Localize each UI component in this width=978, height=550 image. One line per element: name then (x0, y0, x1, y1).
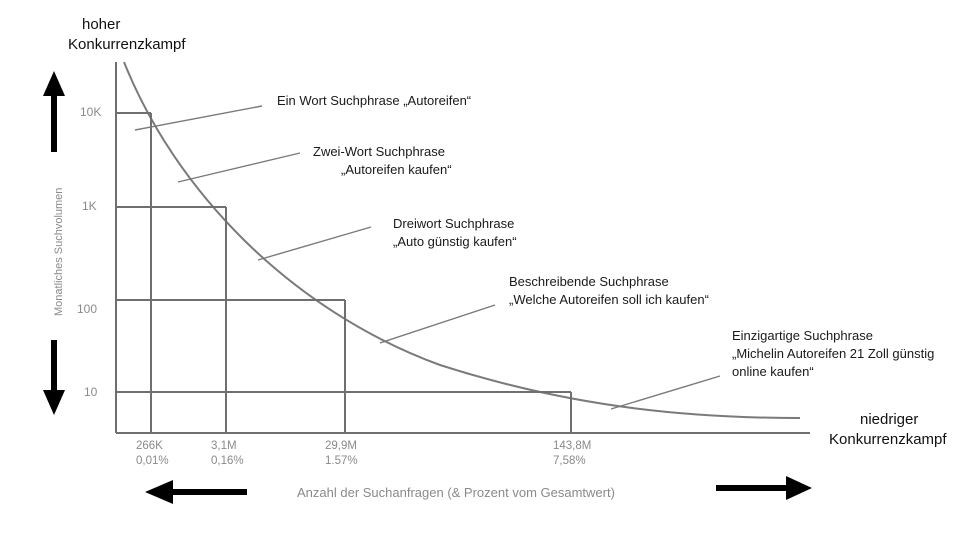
leader-line-5 (610, 375, 721, 410)
annotation-three-word-line2: „Auto günstig kaufen“ (393, 234, 517, 249)
arrow-down-icon (43, 340, 65, 415)
x-tick-3-1m-value: 3,1M (211, 440, 237, 452)
y-tick-100: 100 (77, 302, 98, 316)
arrow-up-icon (43, 71, 65, 152)
leader-line-1 (134, 105, 263, 131)
x-tick-266k-value: 266K (136, 440, 163, 452)
low-competition-line2: Konkurrenzkampf (829, 431, 947, 448)
high-competition-label-line2: Konkurrenzkampf (68, 35, 186, 55)
y-tick-10: 10 (84, 385, 98, 399)
x-tick-3-1m: 3,1M 0,16% (211, 439, 244, 469)
annotation-three-word: Dreiwort Suchphrase „Auto günstig kaufen… (393, 215, 517, 251)
x-tick-266k: 266K 0,01% (136, 439, 169, 469)
y-tick-1k: 1K (82, 199, 97, 213)
x-tick-3-1m-percent: 0,16% (211, 455, 244, 467)
x-axis-title: Anzahl der Suchanfragen (& Prozent vom G… (297, 485, 615, 500)
low-competition-label-line2: Konkurrenzkampf (829, 430, 947, 450)
leader-line-4 (379, 304, 496, 344)
long-tail-curve (123, 61, 801, 419)
x-tick-143-8m-value: 143,8M (553, 440, 592, 452)
high-competition-label: hoher (82, 15, 120, 35)
annotation-two-word-line2: „Autoreifen kaufen“ (341, 162, 452, 177)
annotation-unique-line2: „Michelin Autoreifen 21 Zoll günstig (732, 346, 935, 361)
low-competition-label: niedriger (860, 410, 918, 430)
annotation-descriptive-line2: „Welche Autoreifen soll ich kaufen“ (509, 292, 709, 307)
annotation-unique: Einzigartige Suchphrase „Michelin Autore… (732, 327, 934, 381)
arrow-left-icon (145, 480, 247, 504)
annotation-unique-line3: online kaufen“ (732, 364, 814, 379)
low-competition-line1: niedriger (860, 411, 919, 428)
x-tick-29-9m-value: 29,9M (325, 440, 357, 452)
arrow-right-icon (716, 476, 812, 500)
high-competition-line1: hoher (82, 16, 121, 33)
x-tick-143-8m: 143,8M 7,58% (553, 439, 591, 469)
x-tick-143-8m-percent: 7,58% (553, 455, 586, 467)
annotation-unique-line1: Einzigartige Suchphrase (732, 328, 873, 343)
leader-line-2 (177, 152, 301, 183)
annotation-one-word: Ein Wort Suchphrase „Autoreifen“ (277, 92, 471, 110)
y-axis-title: Monatliches Suchvolumen (53, 187, 65, 316)
high-competition-line2: Konkurrenzkampf (68, 36, 186, 53)
x-tick-266k-percent: 0,01% (136, 455, 169, 467)
annotation-two-word-line1: Zwei-Wort Suchphrase (313, 144, 445, 159)
annotation-descriptive: Beschreibende Suchphrase „Welche Autorei… (509, 273, 709, 309)
y-tick-10k: 10K (80, 105, 102, 119)
x-tick-29-9m: 29,9M 1.57% (325, 439, 358, 469)
annotation-one-word-line1: Ein Wort Suchphrase „Autoreifen“ (277, 93, 472, 108)
leader-line-3 (257, 226, 372, 261)
annotation-three-word-line1: Dreiwort Suchphrase (393, 216, 515, 231)
x-tick-29-9m-percent: 1.57% (325, 455, 358, 467)
annotation-descriptive-line1: Beschreibende Suchphrase (509, 274, 669, 289)
annotation-two-word: Zwei-Wort Suchphrase „Autoreifen kaufen“ (313, 143, 452, 179)
